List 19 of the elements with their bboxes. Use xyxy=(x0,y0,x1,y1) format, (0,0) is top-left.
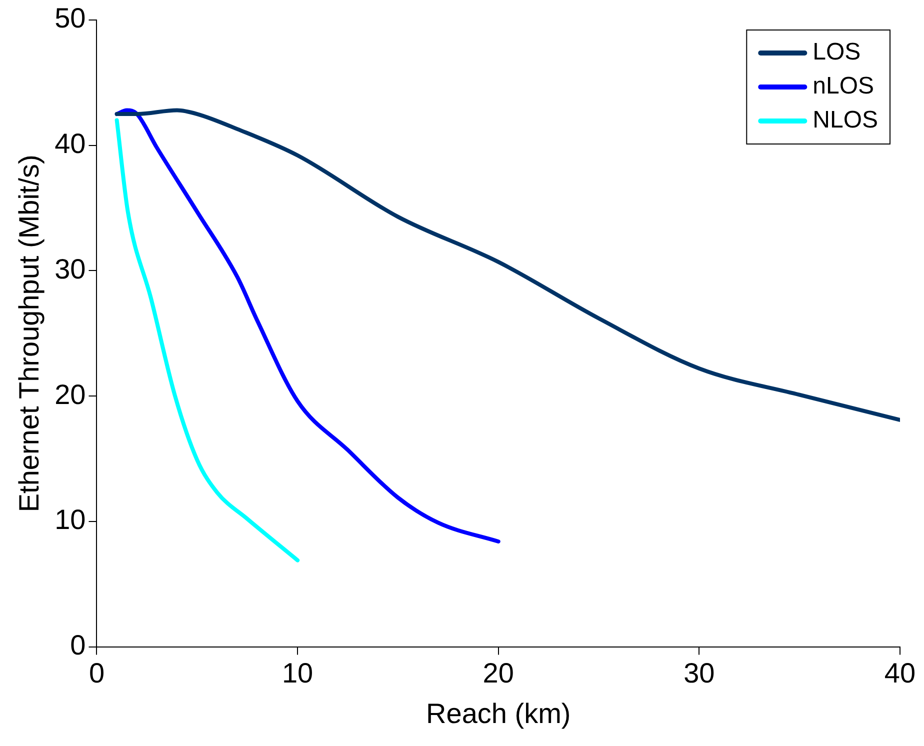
x-tick-label: 10 xyxy=(282,657,314,688)
legend-label: LOS xyxy=(812,38,861,66)
x-axis-title: Reach (km) xyxy=(426,698,571,729)
y-tick-label: 20 xyxy=(54,378,86,410)
y-axis-title: Ethernet Throughput (Mbit/s) xyxy=(14,154,45,512)
line-series xyxy=(114,108,500,544)
y-tick-label: 30 xyxy=(54,253,86,284)
y-tick-label: 40 xyxy=(54,128,86,160)
y-tick-label: 10 xyxy=(54,504,86,536)
line-series xyxy=(114,108,900,422)
x-tick-label: 20 xyxy=(482,657,514,688)
x-tick-label: 0 xyxy=(88,657,105,688)
legend-label: NLOS xyxy=(812,106,878,134)
x-tick-label: 30 xyxy=(684,657,715,688)
legend-label: nLOS xyxy=(812,72,874,100)
line-series xyxy=(114,118,300,562)
x-tick-label: 40 xyxy=(884,657,916,688)
y-tick-label: 50 xyxy=(54,2,86,34)
y-tick-label: 0 xyxy=(70,630,86,661)
